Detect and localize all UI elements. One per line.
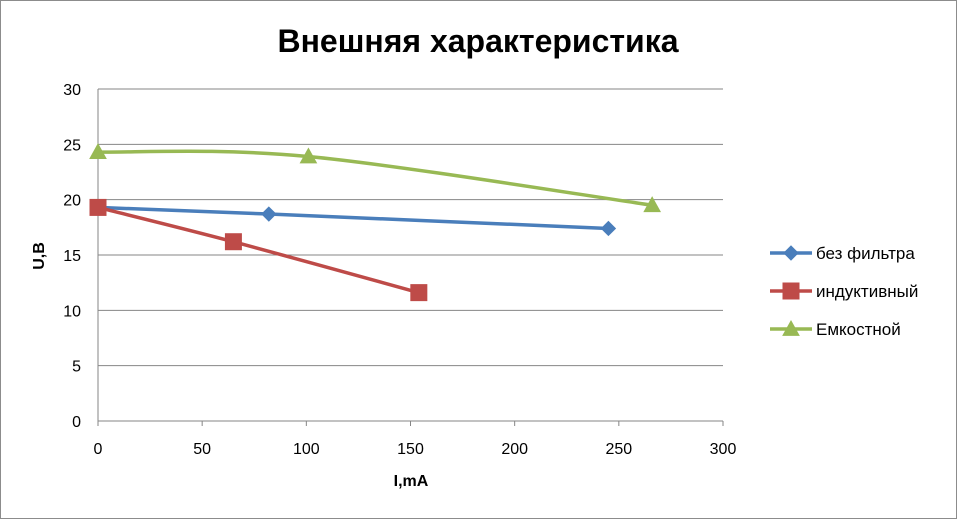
- x-axis-title: I,mA: [394, 473, 429, 490]
- x-tick-label-250: 250: [605, 441, 632, 458]
- legend-label-1: без фильтра: [816, 244, 915, 263]
- series-1-point-2: [261, 206, 277, 222]
- legend-label-2: индуктивный: [816, 282, 918, 301]
- legend-item-1: без фильтра: [770, 244, 915, 263]
- legend-label-3: Емкостной: [816, 320, 901, 339]
- axes: [97, 89, 724, 426]
- x-tick-label-100: 100: [293, 441, 320, 458]
- y-tick-label-30: 30: [63, 82, 81, 99]
- x-tick-label-150: 150: [397, 441, 424, 458]
- series-3-point-1: [89, 143, 107, 159]
- data-series: [89, 143, 662, 302]
- x-tick-label-200: 200: [501, 441, 528, 458]
- y-axis-title: U,B: [31, 242, 48, 270]
- series-3-point-3: [643, 196, 662, 213]
- x-tick-label-50: 50: [193, 441, 211, 458]
- y-tick-label-20: 20: [63, 193, 81, 210]
- series-3-line: [96, 149, 654, 207]
- chart-title: Внешняя характеристика: [277, 23, 678, 59]
- legend-marker-3: [782, 319, 800, 336]
- y-tick-label-5: 5: [72, 359, 81, 376]
- series-2-point-1: [89, 198, 107, 216]
- legend-marker-2: [782, 282, 800, 300]
- legend-item-2: индуктивный: [770, 282, 918, 301]
- legend: без фильтра индуктивный Емкостной: [770, 244, 918, 339]
- series-2-point-3: [410, 284, 428, 302]
- series-2: [89, 198, 428, 302]
- legend-item-3: Емкостной: [770, 319, 901, 339]
- y-tick-label-15: 15: [63, 248, 81, 265]
- y-tick-label-25: 25: [63, 137, 81, 154]
- y-tick-label-10: 10: [63, 303, 81, 320]
- series-1: [90, 199, 617, 237]
- gridlines: [98, 88, 723, 367]
- legend-marker-1: [783, 245, 799, 261]
- series-3: [89, 143, 662, 213]
- series-1-line: [96, 205, 611, 231]
- x-tick-label-0: 0: [94, 441, 103, 458]
- series-3-point-2: [299, 147, 318, 164]
- series-2-point-2: [224, 233, 242, 251]
- series-1-point-3: [600, 220, 617, 237]
- x-tick-label-300: 300: [710, 441, 737, 458]
- y-tick-label-0: 0: [72, 414, 81, 431]
- series-2-line: [96, 205, 421, 295]
